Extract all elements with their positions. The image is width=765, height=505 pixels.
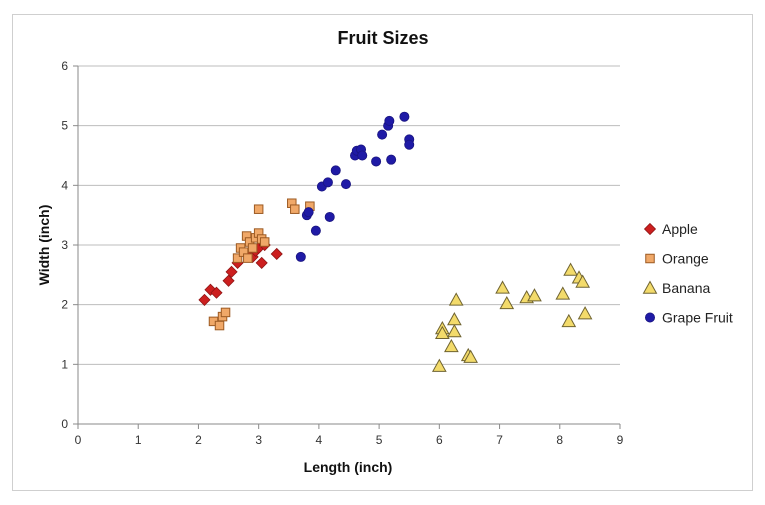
orange-point-13 <box>253 204 264 214</box>
apple-point-2 <box>210 286 223 299</box>
banana-legend-label: Banana <box>662 280 710 296</box>
banana-point-12 <box>527 288 542 302</box>
orange-legend-marker <box>645 253 655 264</box>
y-tick-label-4: 4 <box>61 178 68 192</box>
y-tick-label-6: 6 <box>61 59 68 73</box>
grape-fruit-point-2 <box>303 207 314 218</box>
banana-point-15 <box>563 262 578 276</box>
x-tick-label-4: 4 <box>316 433 323 447</box>
orange-point-1 <box>214 320 225 331</box>
banana-point-6 <box>448 292 464 306</box>
orange-point-15 <box>259 237 270 247</box>
banana-point-18 <box>577 306 593 320</box>
x-tick-label-2: 2 <box>195 433 202 447</box>
apple-point-12 <box>270 247 283 261</box>
grape-fruit-point-12 <box>357 150 368 161</box>
x-tick-label-6: 6 <box>436 433 443 447</box>
grape-fruit-point-20 <box>404 139 415 150</box>
banana-point-8 <box>463 349 478 363</box>
banana-point-5 <box>447 312 462 326</box>
x-tick-label-5: 5 <box>376 433 383 447</box>
grape-fruit-point-7 <box>330 165 341 176</box>
orange-point-17 <box>290 204 300 214</box>
apple-point-0 <box>198 293 211 306</box>
y-axis-title: Width (inch) <box>36 205 52 286</box>
orange-point-4 <box>232 253 243 263</box>
x-tick-label-8: 8 <box>556 433 563 447</box>
x-tick-label-7: 7 <box>496 433 503 447</box>
orange-point-3 <box>220 307 231 318</box>
y-tick-label-1: 1 <box>61 357 68 371</box>
x-axis-title: Length (inch) <box>304 459 393 475</box>
banana-point-14 <box>561 313 577 328</box>
banana-point-2 <box>434 325 450 340</box>
y-tick-label-2: 2 <box>61 298 68 312</box>
x-tick-label-1: 1 <box>135 433 142 447</box>
legend: Apple Orange Banana Grape Fruit <box>642 221 733 326</box>
x-tick-label-9: 9 <box>617 433 624 447</box>
y-tick-label-5: 5 <box>61 119 68 133</box>
banana-legend-marker <box>642 280 658 294</box>
grape-fruit-point-8 <box>340 179 351 190</box>
y-tick-label-3: 3 <box>61 238 68 252</box>
grape-fruit-legend-label: Grape Fruit <box>662 310 733 326</box>
tick-labels: 0 1 2 3 4 5 6 7 8 9 0 1 2 3 4 5 6 <box>61 59 623 447</box>
grape-fruit-legend-marker <box>645 312 656 323</box>
apple-legend-label: Apple <box>662 221 698 237</box>
grape-fruit-point-3 <box>310 225 321 236</box>
grape-fruit-point-0 <box>295 251 306 262</box>
x-tick-label-0: 0 <box>75 433 82 447</box>
grape-fruit-point-17 <box>386 154 397 165</box>
banana-point-9 <box>495 280 510 294</box>
apple-point-4 <box>225 265 238 278</box>
chart-frame <box>12 14 753 491</box>
grape-fruit-point-16 <box>384 115 395 126</box>
banana-point-0 <box>431 358 447 372</box>
chart-title: Fruit Sizes <box>337 28 428 48</box>
grape-fruit-point-13 <box>371 156 382 167</box>
grape-fruit-point-6 <box>324 211 335 222</box>
data-points <box>198 111 593 372</box>
y-tick-label-0: 0 <box>61 417 68 431</box>
banana-point-10 <box>499 295 515 310</box>
orange-point-10 <box>247 243 258 253</box>
banana-point-17 <box>575 274 591 288</box>
grape-fruit-point-18 <box>399 111 410 122</box>
x-tick-label-3: 3 <box>255 433 262 447</box>
grape-fruit-point-5 <box>322 177 333 188</box>
banana-point-3 <box>444 338 459 353</box>
grape-fruit-point-14 <box>377 129 388 140</box>
apple-point-1 <box>204 283 217 296</box>
apple-legend-marker <box>643 222 657 236</box>
apple-point-10 <box>255 256 268 269</box>
banana-point-4 <box>447 323 462 338</box>
apple-point-3 <box>222 274 235 287</box>
orange-point-8 <box>243 253 253 263</box>
banana-point-13 <box>555 286 571 300</box>
orange-legend-label: Orange <box>662 251 709 267</box>
